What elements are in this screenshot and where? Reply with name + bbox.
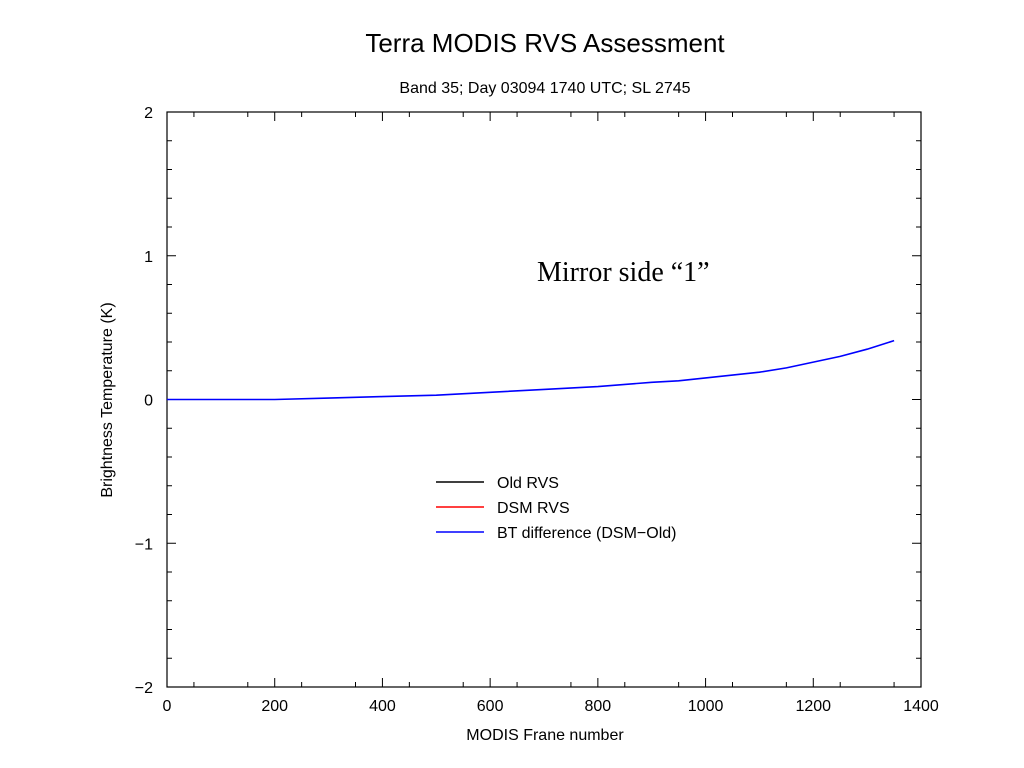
x-tick-label: 800 [585,698,612,715]
x-tick-label: 0 [163,698,172,715]
legend-entry: BT difference (DSM−Old) [436,525,676,542]
legend-entry: Old RVS [436,475,559,492]
x-axis-ticks [166,112,922,687]
y-axis-tick-labels: −2 −1 0 1 2 [135,105,153,697]
legend: Old RVS DSM RVS BT difference (DSM−Old) [436,475,676,542]
y-tick-label: −2 [135,680,153,697]
x-tick-label: 1000 [688,698,724,715]
y-tick-label: −1 [135,536,153,553]
x-tick-label: 200 [261,698,288,715]
chart-title: Terra MODIS RVS Assessment [365,28,725,58]
x-axis-tick-labels: 0 200 400 600 800 1000 1200 1400 [163,698,939,715]
legend-label: DSM RVS [497,500,570,517]
y-tick-label: 0 [144,393,153,410]
x-tick-label: 400 [369,698,396,715]
x-tick-label: 1400 [903,698,939,715]
mirror-side-annotation: Mirror side “1” [537,257,710,288]
series-lines [167,339,895,401]
legend-entry: DSM RVS [436,500,570,517]
x-tick-label: 600 [477,698,504,715]
y-tick-label: 2 [144,105,153,122]
y-tick-label: 1 [144,249,153,266]
series-line-2 [167,339,895,401]
x-tick-label: 1200 [795,698,831,715]
y-axis-ticks [167,111,921,688]
y-axis-label: Brightness Temperature (K) [99,302,116,497]
x-axis-label: MODIS Frane number [466,727,624,744]
chart-subtitle: Band 35; Day 03094 1740 UTC; SL 2745 [399,80,690,97]
legend-label: Old RVS [497,475,559,492]
legend-label: BT difference (DSM−Old) [497,525,676,542]
